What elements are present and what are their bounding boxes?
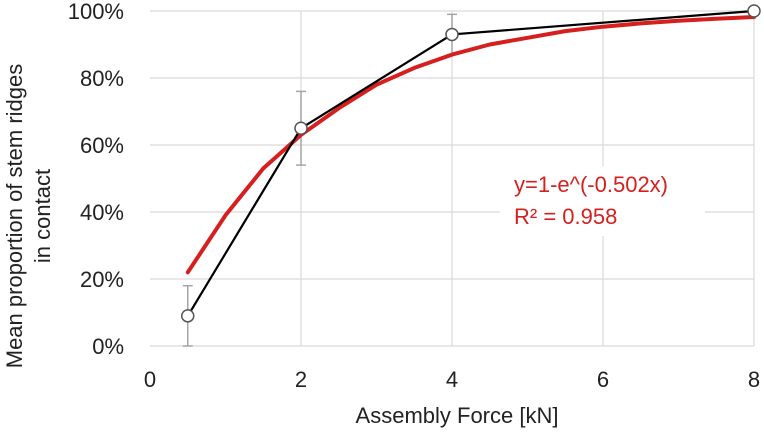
x-tick-label: 2 [295, 367, 307, 392]
x-tick-label: 0 [144, 367, 156, 392]
x-tick-label: 6 [597, 367, 609, 392]
fit-curve [185, 15, 756, 275]
y-tick-label: 100% [68, 0, 124, 24]
y-tick-label: 0% [92, 334, 124, 359]
data-point [747, 4, 761, 18]
data-point [445, 27, 459, 42]
y-tick-labels: 0% 20% 40% 60% 80% 100% [68, 0, 124, 359]
data-markers [181, 4, 761, 323]
x-axis-title: Assembly Force [kN] [356, 403, 559, 428]
y-tick-label: 40% [80, 200, 124, 225]
y-tick-label: 20% [80, 267, 124, 292]
annotation-background [500, 166, 705, 236]
data-point [294, 121, 308, 135]
x-tick-labels: 0 2 4 6 8 [144, 367, 760, 392]
series-lines [185, 9, 756, 317]
error-bars [182, 13, 457, 347]
data-point [181, 309, 195, 323]
x-tick-label: 4 [446, 367, 458, 392]
y-axis-title: Mean proportion of stem ridges in contac… [2, 64, 55, 369]
y-axis-title-line-2: in contact [30, 169, 55, 263]
x-tick-label: 8 [748, 367, 760, 392]
y-tick-label: 60% [80, 133, 124, 158]
fit-equation-label: y=1-e^(-0.502x) [514, 172, 668, 197]
y-axis-title-line-1: Mean proportion of stem ridges [2, 64, 27, 369]
r-squared-label: R² = 0.958 [514, 204, 617, 229]
y-tick-label: 80% [80, 66, 124, 91]
measured-line [186, 9, 755, 317]
